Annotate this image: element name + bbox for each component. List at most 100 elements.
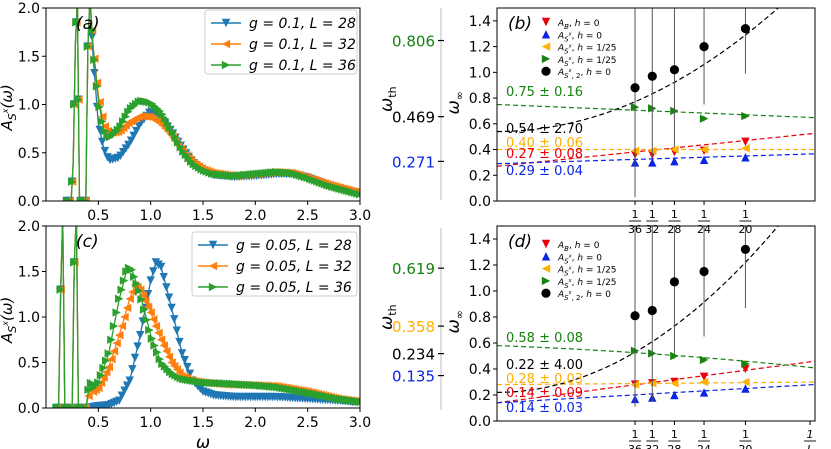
data-point — [158, 110, 167, 119]
data-point — [162, 346, 171, 356]
data-point — [147, 334, 157, 343]
data-point — [124, 107, 133, 116]
data-point — [648, 158, 657, 167]
data-point — [159, 341, 168, 350]
legend-label: ASx, h = 1/25 — [557, 278, 617, 290]
legend-marker — [221, 18, 231, 28]
legend-marker — [541, 288, 551, 298]
fit-annotation: 0.54 ± 2.70 — [506, 122, 583, 137]
fit-annotation: 0.75 ± 0.16 — [506, 85, 583, 100]
th-axis-label-part: ω — [377, 98, 397, 112]
legend-marker — [541, 239, 551, 249]
legend-label: g = 0.05, L = 36 — [236, 280, 352, 296]
data-point — [122, 267, 131, 276]
fit-annotation: 0.29 ± 0.04 — [506, 164, 583, 179]
data-point — [100, 126, 110, 136]
data-point — [141, 296, 150, 306]
legend-label-part: , — [572, 253, 578, 263]
data-point — [741, 384, 750, 393]
legend-label: ASx, 2, h = 0 — [557, 290, 611, 302]
legend-marker — [541, 30, 551, 39]
data-point — [96, 371, 106, 380]
data-point — [175, 337, 184, 347]
legend-label-part: S — [564, 257, 569, 265]
legend-label-part: , — [569, 241, 575, 251]
data-point — [166, 123, 175, 132]
x-tick-denominator: 20 — [738, 443, 752, 449]
data-point — [150, 341, 159, 350]
data-point — [172, 326, 182, 335]
x-tick-label: 2.0 — [244, 415, 266, 431]
y-axis-label-part: A — [0, 333, 16, 344]
y-axis-label-part: S — [6, 326, 19, 333]
data-point — [118, 117, 128, 126]
data-point — [94, 378, 103, 387]
y-tick-label: 1.0 — [469, 284, 491, 300]
data-point — [86, 0, 94, 3]
plot-frame — [496, 225, 816, 422]
data-point — [133, 342, 142, 351]
data-point — [137, 295, 146, 304]
x-tick-label: 2.5 — [297, 415, 319, 431]
th-axis-label-part: th — [386, 304, 399, 315]
data-point — [95, 102, 104, 112]
panel-label: (d) — [508, 232, 532, 252]
th-axis-label-part: ω — [377, 316, 397, 330]
y-tick-label: 1.2 — [469, 40, 491, 56]
data-point — [107, 354, 116, 364]
data-point — [670, 156, 679, 166]
data-point — [81, 196, 90, 201]
x-tick-label: 2.0 — [244, 208, 266, 224]
y-axis-label: ω∞ — [444, 91, 466, 114]
data-point — [630, 83, 640, 93]
data-point — [170, 315, 179, 324]
legend-box — [204, 9, 358, 75]
legend-label: g = 0.1, L = 36 — [249, 58, 356, 74]
legend-label-part: A — [557, 56, 564, 66]
data-point — [90, 55, 99, 65]
data-point — [699, 388, 709, 397]
legend-label: ASx, h = 1/25 — [557, 44, 617, 56]
data-point — [741, 377, 750, 387]
data-point — [92, 82, 102, 91]
y-tick-label: 0.2 — [469, 168, 491, 184]
fit-line — [497, 345, 815, 369]
data-point — [177, 349, 187, 358]
x-tick-label: 1.0 — [140, 208, 162, 224]
data-point — [115, 294, 124, 303]
data-point — [164, 293, 174, 302]
fit-line — [497, 383, 815, 404]
fit-annotation: 0.14 ± 0.03 — [506, 401, 583, 416]
data-point — [62, 196, 72, 201]
data-point — [127, 265, 137, 274]
x-tick-numerator: 1 — [701, 428, 708, 441]
y-tick-label: 0.8 — [469, 310, 491, 326]
data-point — [741, 359, 750, 368]
data-point — [122, 303, 132, 313]
y-tick-label: 0.0 — [18, 194, 40, 210]
plot-frame — [496, 7, 816, 202]
legend-label-part: h — [577, 266, 583, 276]
data-point — [94, 383, 103, 393]
series-b-1 — [630, 153, 750, 167]
data-point — [117, 321, 127, 331]
y-tick-label: 0.6 — [469, 336, 491, 352]
panel-b: 0.00.20.40.60.81.01.21.4136132128124120(… — [444, 7, 816, 236]
data-point — [109, 321, 119, 331]
legend-label-part: A — [557, 278, 564, 288]
legend-label-part: S — [564, 60, 569, 68]
th-tick-label: 0.358 — [392, 318, 435, 336]
legend-label: g = 0.1, L = 28 — [249, 16, 356, 32]
x-tick-numerator: 1 — [742, 208, 749, 221]
legend-label-part: = 0 — [580, 19, 599, 29]
x-tick-numerator: 1 — [742, 428, 749, 441]
x-tick-numerator: 1 — [671, 208, 678, 221]
data-point — [699, 266, 709, 277]
legend-marker — [541, 264, 551, 273]
data-point — [741, 153, 750, 162]
legend-label-part: h — [577, 278, 583, 288]
data-point — [162, 283, 171, 292]
legend-label-part: , — [572, 56, 578, 66]
